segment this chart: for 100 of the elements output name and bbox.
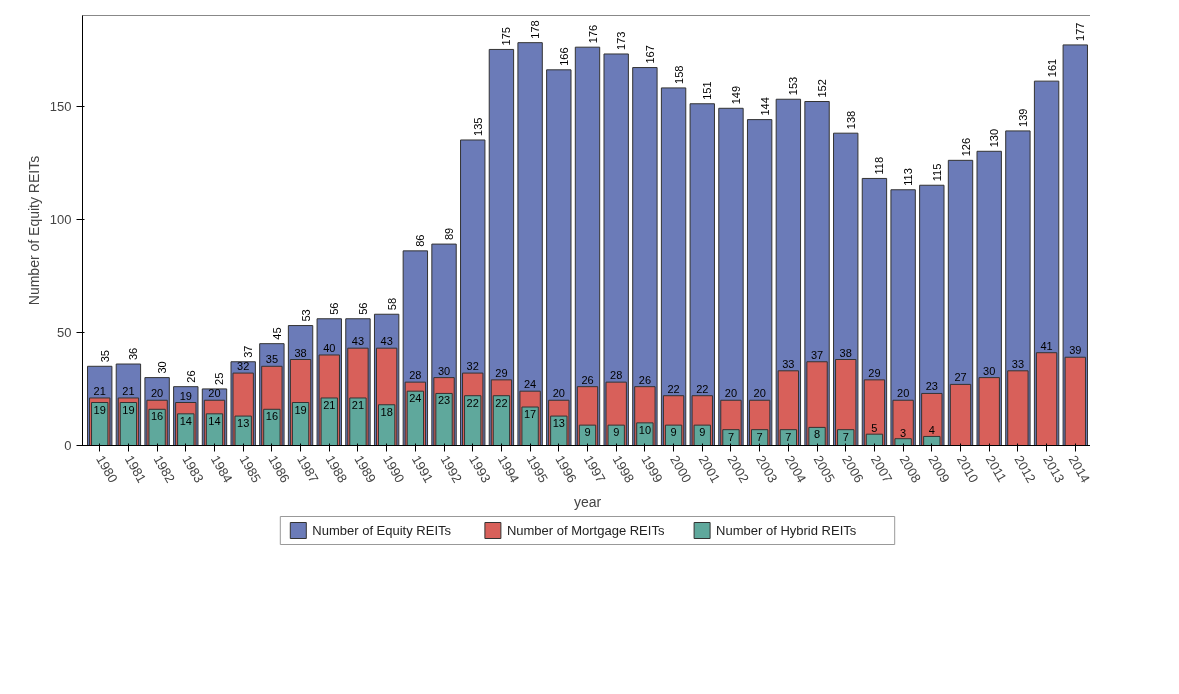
data-label: 19 <box>93 403 106 416</box>
data-label: 158 <box>672 65 685 84</box>
data-label: 9 <box>613 426 620 439</box>
data-label: 16 <box>265 410 279 423</box>
data-label: 35 <box>98 350 111 363</box>
data-label: 17 <box>524 408 537 421</box>
data-label: 10 <box>638 423 652 436</box>
y-tick-label: 100 <box>49 211 72 227</box>
data-label: 26 <box>184 370 197 383</box>
data-label: 38 <box>294 346 307 359</box>
x-axis-title: year <box>573 494 602 511</box>
data-label: 152 <box>816 79 829 98</box>
data-label: 56 <box>356 302 369 315</box>
data-label: 7 <box>756 430 763 443</box>
data-label: 23 <box>437 394 451 407</box>
data-label: 29 <box>495 366 508 379</box>
data-label: 38 <box>839 346 852 359</box>
data-label: 176 <box>586 24 599 44</box>
y-tick-label: 50 <box>57 324 72 340</box>
data-label: 21 <box>122 384 135 397</box>
data-label: 40 <box>323 341 336 354</box>
data-label: 5 <box>871 422 878 435</box>
data-label: 37 <box>810 348 824 361</box>
data-label: 14 <box>208 414 221 427</box>
data-label: 13 <box>237 417 250 430</box>
data-label: 151 <box>701 81 714 100</box>
data-label: 13 <box>552 417 565 430</box>
data-label: 22 <box>495 396 508 409</box>
y-axis-title: Number of Equity REITs <box>25 155 42 306</box>
data-label: 7 <box>842 430 849 443</box>
data-label: 33 <box>782 357 795 370</box>
data-label: 28 <box>610 369 623 382</box>
data-label: 58 <box>385 297 398 311</box>
data-label: 19 <box>122 403 135 416</box>
data-label: 32 <box>466 360 479 373</box>
data-label: 56 <box>328 302 341 315</box>
data-label: 177 <box>1074 22 1087 41</box>
data-label: 3 <box>900 426 907 439</box>
legend-label: Number of Equity REITs <box>312 523 452 538</box>
data-label: 19 <box>294 403 307 416</box>
data-label: 14 <box>179 414 192 427</box>
data-label: 33 <box>1011 357 1025 370</box>
data-label: 135 <box>471 117 484 136</box>
data-label: 26 <box>581 373 594 386</box>
data-label: 161 <box>1045 58 1058 78</box>
data-label: 7 <box>727 430 735 443</box>
data-label: 126 <box>959 137 972 157</box>
data-label: 21 <box>93 384 106 397</box>
data-label: 167 <box>643 45 656 64</box>
data-label: 7 <box>785 430 792 443</box>
data-label: 32 <box>237 360 250 373</box>
data-label: 173 <box>615 31 628 50</box>
data-label: 166 <box>557 47 570 66</box>
data-label: 178 <box>529 20 542 39</box>
data-label: 36 <box>127 347 140 361</box>
data-label: 39 <box>1069 344 1082 357</box>
data-label: 175 <box>500 27 513 46</box>
data-label: 43 <box>351 335 365 348</box>
data-label: 86 <box>414 234 427 247</box>
data-label: 41 <box>1040 339 1053 352</box>
data-label: 23 <box>925 380 938 393</box>
y-tick-label: 150 <box>49 98 72 114</box>
data-label: 24 <box>409 392 422 405</box>
data-label: 25 <box>213 372 226 385</box>
data-label: 20 <box>552 387 565 400</box>
data-label: 16 <box>150 410 164 423</box>
data-label: 24 <box>524 378 537 391</box>
data-label: 19 <box>179 389 192 402</box>
legend-label: Number of Hybrid REITs <box>716 523 857 538</box>
data-label: 18 <box>380 405 393 418</box>
data-label: 20 <box>150 387 164 400</box>
data-label: 139 <box>1016 108 1029 127</box>
data-label: 30 <box>437 364 451 377</box>
data-label: 9 <box>699 426 706 439</box>
data-label: 22 <box>696 382 709 395</box>
data-label: 20 <box>897 387 910 400</box>
data-label: 30 <box>983 364 996 377</box>
data-label: 153 <box>787 76 800 96</box>
data-label: 53 <box>299 309 312 322</box>
data-label: 8 <box>813 428 821 441</box>
data-label: 4 <box>928 424 935 437</box>
data-label: 149 <box>729 85 742 105</box>
data-label: 20 <box>753 387 766 400</box>
data-label: 21 <box>323 398 336 411</box>
data-label: 89 <box>443 227 456 241</box>
data-label: 22 <box>466 396 479 409</box>
data-label: 144 <box>758 97 771 116</box>
data-label: 37 <box>242 345 255 358</box>
data-label: 9 <box>584 426 591 439</box>
data-label: 27 <box>954 371 967 384</box>
data-label: 115 <box>930 163 943 182</box>
data-label: 22 <box>667 382 680 395</box>
data-label: 9 <box>670 426 677 439</box>
data-label: 29 <box>868 366 881 379</box>
data-label: 113 <box>902 168 915 186</box>
data-label: 130 <box>988 128 1001 148</box>
data-label: 35 <box>265 353 279 366</box>
data-label: 26 <box>638 373 652 386</box>
data-label: 45 <box>270 327 283 340</box>
data-label: 43 <box>380 335 393 348</box>
